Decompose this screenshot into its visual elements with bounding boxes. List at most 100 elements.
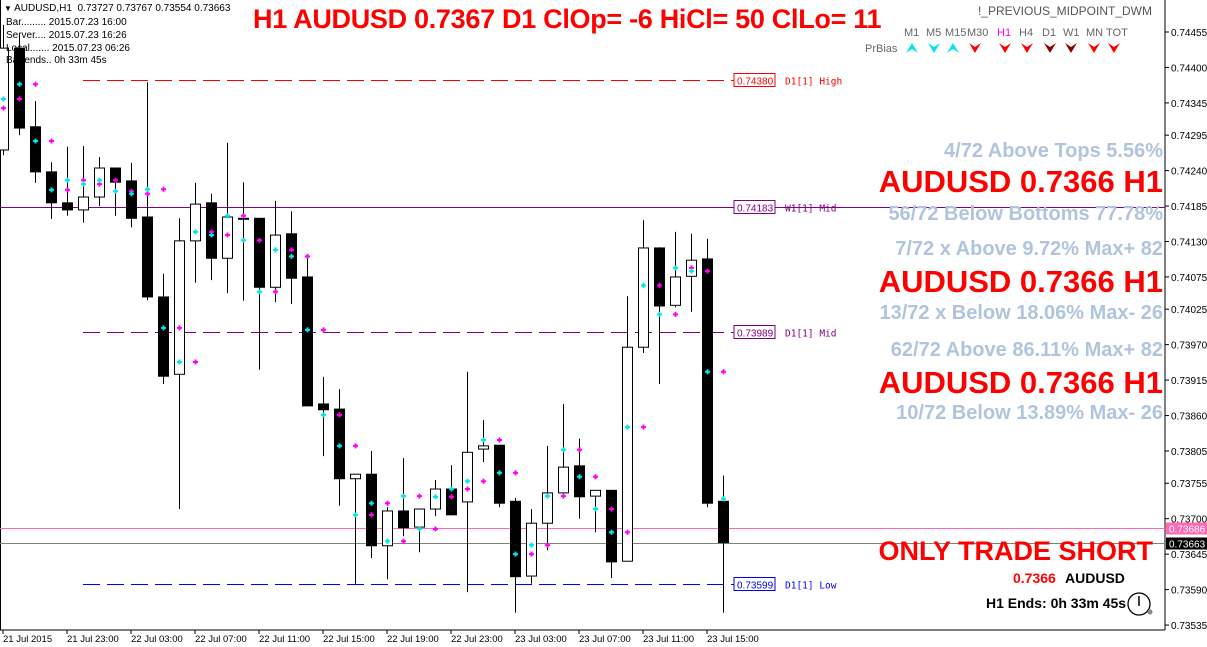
candle-body-bearish (30, 126, 41, 173)
magenta-marker (529, 551, 534, 557)
x-tick-label: 22 Jul 23:00 (451, 634, 503, 645)
cyan-marker (65, 177, 70, 183)
cyan-marker (529, 542, 534, 548)
bid-line-price-label: 0.73663 (1169, 540, 1206, 551)
bias-arrow-up-icon (947, 43, 959, 53)
trade-signal: ONLY TRADE SHORT (878, 536, 1153, 566)
clock-icon (1127, 592, 1153, 616)
current-price-label: 0.7366 (1013, 570, 1056, 586)
stat-line: 56/72 Below Bottoms 77.78% (888, 203, 1163, 225)
y-tick-label: 0.73590 (1171, 586, 1207, 597)
magenta-marker (657, 282, 662, 288)
level-price-box (733, 325, 776, 339)
candle-body-bearish (718, 500, 729, 544)
timeframe-m15: M15 (945, 27, 967, 39)
magenta-marker (545, 542, 550, 548)
cyan-marker (177, 359, 182, 365)
cyan-marker (1, 96, 6, 102)
magenta-marker (401, 538, 406, 544)
x-tick-label: 23 Jul 11:00 (643, 634, 694, 645)
magenta-marker (321, 327, 326, 333)
candle-body-bullish (542, 492, 553, 524)
magenta-marker (1, 105, 6, 111)
y-tick-label: 0.74455 (1171, 28, 1207, 39)
candle-body-bullish (174, 240, 185, 375)
candle-body-bullish (350, 473, 361, 480)
magenta-marker (305, 253, 310, 259)
cyan-marker (401, 493, 406, 499)
candle-body-bullish (478, 445, 489, 450)
candle-body-bearish (574, 465, 585, 498)
magenta-marker (273, 289, 278, 295)
candle-body-bullish (78, 196, 89, 211)
candle-body-bearish (318, 403, 329, 411)
x-tick-label: 22 Jul 11:00 (259, 634, 310, 645)
candle-body-bearish (238, 217, 249, 220)
collapse-triangle-icon[interactable]: ▼ (4, 4, 15, 13)
cyan-marker (273, 247, 278, 253)
y-tick-label: 0.73860 (1171, 412, 1207, 423)
magenta-marker (145, 191, 150, 197)
magenta-marker (49, 138, 54, 144)
bar-time: Bar......... 2015.07.23 16:00 (6, 17, 127, 28)
magenta-marker (337, 412, 342, 418)
cyan-marker (209, 232, 214, 238)
cyan-marker (433, 494, 438, 500)
magenta-marker (497, 437, 502, 443)
candle-body-bearish (366, 473, 377, 547)
magenta-marker (193, 359, 198, 365)
candle-body-bearish (46, 171, 57, 204)
candle-body-bearish (302, 276, 313, 407)
symbol-ohlc: AUDUSD,H1 0.73727 0.73767 0.73554 0.7366… (14, 3, 231, 14)
cyan-marker (33, 138, 38, 144)
y-tick-label: 0.74295 (1171, 131, 1207, 142)
magenta-marker (561, 493, 566, 499)
magenta-marker (705, 268, 710, 274)
y-tick-label: 0.73755 (1171, 479, 1207, 490)
cyan-marker (721, 496, 726, 502)
bias-arrow-down-icon (1108, 43, 1120, 53)
magenta-marker (593, 474, 598, 480)
magenta-marker (225, 232, 230, 238)
level-price-box (733, 577, 776, 591)
x-tick-label: 22 Jul 07:00 (195, 634, 247, 645)
bid-line-price-box (1166, 537, 1207, 550)
cyan-marker (369, 500, 374, 506)
magenta-marker (465, 486, 470, 492)
candle-body-bullish (558, 466, 569, 494)
y-tick-label: 0.74130 (1171, 238, 1207, 249)
candle (494, 444, 505, 508)
level-name-label: W1[1] Mid (785, 204, 836, 215)
cyan-marker (625, 424, 630, 430)
cyan-marker (321, 412, 326, 418)
magenta-marker (625, 529, 630, 535)
bias-arrow-down-icon (928, 43, 940, 53)
y-tick-label: 0.74400 (1171, 63, 1207, 74)
cyan-marker (513, 551, 518, 557)
y-tick-label: 0.74185 (1171, 202, 1207, 213)
cyan-marker (705, 369, 710, 375)
magenta-marker (113, 177, 118, 183)
cyan-marker (577, 474, 582, 480)
magenta-marker (33, 81, 38, 87)
stat-line: 10/72 Below 13.89% Max- 26 (896, 402, 1163, 424)
timeframe-d1: D1 (1042, 27, 1057, 39)
candle-body-bullish (526, 522, 537, 577)
timeframe-w1: W1 (1063, 27, 1080, 39)
stat-line: 4/72 Above Tops 5.56% (944, 140, 1163, 162)
x-tick-label: 23 Jul 07:00 (579, 634, 631, 645)
cyan-marker (561, 447, 566, 453)
stat-line: 62/72 Above 86.11% Max+ 82 (890, 339, 1163, 361)
candle-body-bearish (654, 247, 665, 307)
candle-body-bullish (190, 203, 201, 242)
bias-arrow-down-icon (969, 43, 981, 53)
level-name-label: D1[1] High (785, 77, 842, 88)
y-tick-label: 0.73970 (1171, 341, 1207, 352)
cyan-marker (609, 529, 614, 535)
magenta-marker (481, 478, 486, 484)
candle-body-bullish (638, 247, 649, 348)
stat-line: 7/72 x Above 9.72% Max+ 82 (895, 238, 1163, 260)
candle-body-bearish (254, 217, 265, 288)
candle-body-bearish (62, 202, 73, 211)
